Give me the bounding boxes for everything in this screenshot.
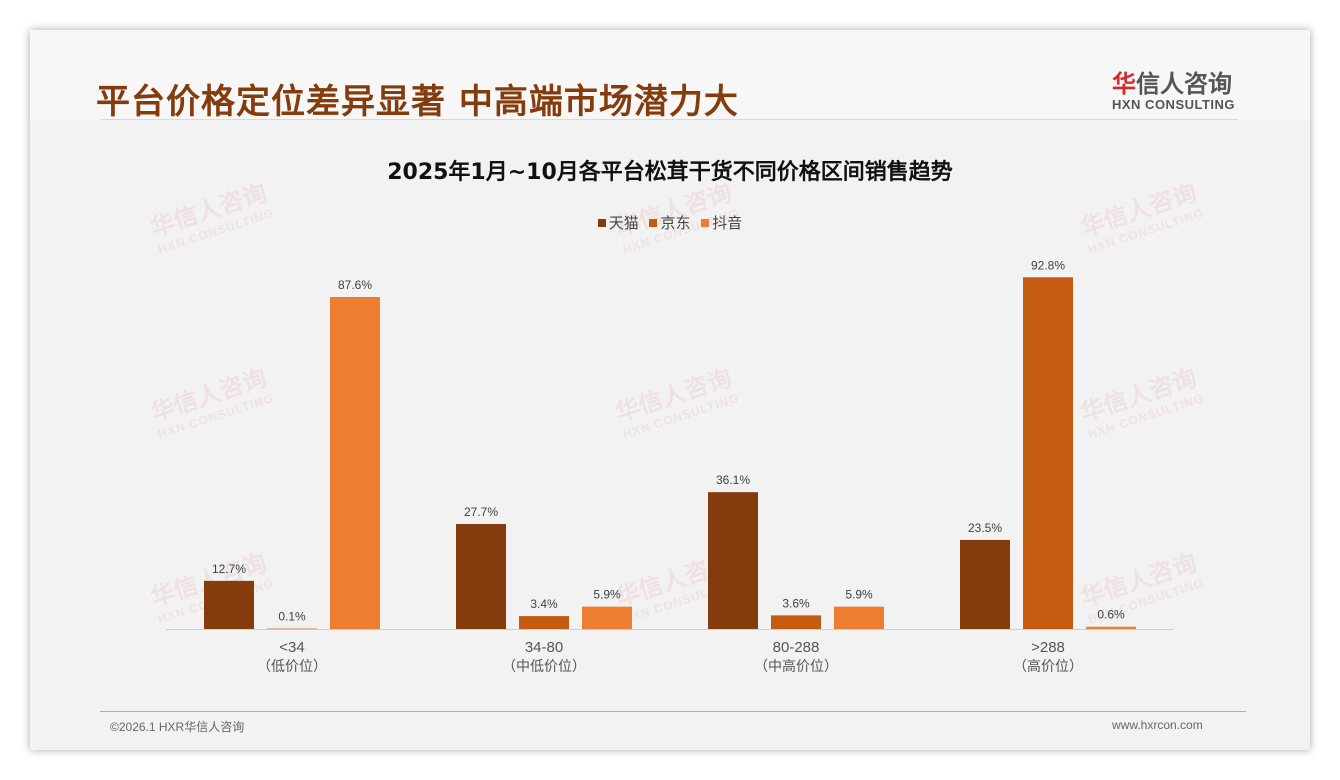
legend-item-tmall: 天猫	[597, 214, 639, 232]
legend: 天猫 京东 抖音	[30, 212, 1310, 233]
bar	[267, 628, 317, 630]
bar	[204, 580, 254, 629]
header	[30, 30, 1310, 120]
bar	[771, 615, 821, 629]
bar	[1086, 626, 1136, 629]
data-label: 23.5%	[968, 521, 1002, 535]
footer-copyright: ©2026.1 HXR华信人咨询	[110, 720, 245, 734]
logo-en: HXN CONSULTING	[1112, 97, 1236, 112]
header-divider	[100, 119, 1238, 120]
legend-label: 天猫	[608, 214, 639, 232]
x-tick-label: 80-288	[773, 639, 820, 656]
page-title: 平台价格定位差异显著 中高端市场潜力大	[96, 82, 739, 122]
x-tick-label: <34	[279, 639, 304, 656]
bar	[708, 492, 758, 629]
data-label: 5.9%	[845, 588, 873, 602]
data-label: 0.6%	[1097, 608, 1125, 622]
legend-label: 京东	[660, 214, 691, 232]
data-label: 92.8%	[1031, 258, 1065, 272]
bar	[330, 296, 380, 629]
bar-chart: 12.7% 0.1% 87.6% <34 （低价位） 27.7% 3.4% 5.9% 34-80…	[166, 258, 1174, 675]
bar	[960, 539, 1010, 629]
x-tick-label: >288	[1031, 639, 1065, 656]
logo-cn: 信人咨询	[1136, 70, 1232, 98]
legend-item-jd: 京东	[649, 214, 691, 232]
bar	[1023, 277, 1073, 629]
logo-mark: 华	[1112, 70, 1136, 98]
legend-swatch	[597, 219, 606, 227]
chart-title: 2025年1月~10月各平台松茸干货不同价格区间销售趋势	[387, 160, 953, 185]
data-label: 27.7%	[464, 505, 498, 519]
x-tick-sublabel: （中高价位）	[754, 658, 838, 675]
footer-url: www.hxrcon.com	[1112, 718, 1203, 732]
x-tick-sublabel: （低价位）	[257, 659, 327, 675]
legend-item-douyin: 抖音	[701, 214, 742, 232]
bar	[519, 616, 569, 629]
legend-swatch	[649, 219, 658, 227]
data-label: 5.9%	[593, 588, 621, 602]
x-tick-sublabel: （中低价位）	[502, 659, 586, 675]
bar	[582, 606, 632, 629]
data-label: 3.4%	[530, 597, 558, 611]
footer-divider	[100, 711, 1246, 712]
legend-swatch	[701, 219, 710, 227]
bar	[834, 606, 884, 629]
data-label: 0.1%	[278, 610, 306, 624]
data-label: 3.6%	[782, 596, 810, 610]
legend-label: 抖音	[712, 214, 743, 232]
data-label: 87.6%	[338, 278, 372, 292]
bar	[456, 524, 506, 629]
x-tick-sublabel: （高价位）	[1013, 658, 1083, 675]
x-tick-label: 34-80	[525, 639, 563, 656]
data-label: 36.1%	[716, 473, 750, 487]
data-label: 12.7%	[212, 562, 246, 576]
logo: 华信人咨询 HXN CONSULTING	[1112, 64, 1235, 112]
slide: 平台价格定位差异显著 中高端市场潜力大 华信人咨询 HXN CONSULTING…	[30, 30, 1310, 750]
